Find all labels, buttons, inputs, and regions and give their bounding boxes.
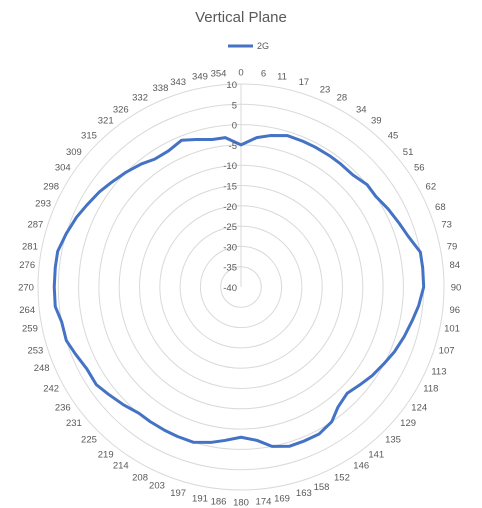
- angle-tick-label: 304: [55, 162, 71, 173]
- angle-tick-label: 326: [113, 104, 129, 115]
- angle-tick-label: 214: [113, 461, 129, 472]
- angle-tick-label: 79: [447, 241, 458, 252]
- angle-tick-label: 349: [192, 71, 208, 82]
- angle-tick-label: 203: [149, 480, 165, 491]
- angle-tick-label: 141: [368, 450, 384, 461]
- chart-title: Vertical Plane: [195, 9, 287, 26]
- angle-tick-label: 293: [35, 198, 51, 209]
- radial-tick-label: -40: [223, 283, 237, 294]
- angle-tick-label: 163: [296, 488, 312, 499]
- angle-tick-label: 17: [299, 77, 310, 88]
- angle-tick-label: 354: [211, 69, 227, 80]
- radial-tick-label: -35: [223, 263, 237, 274]
- angle-tick-label: 287: [27, 220, 43, 231]
- angle-tick-label: 11: [277, 71, 287, 82]
- angle-tick-label: 101: [444, 324, 460, 335]
- angle-tick-label: 180: [233, 498, 249, 508]
- radial-tick-label: 0: [232, 121, 237, 132]
- angle-tick-label: 332: [132, 93, 148, 104]
- series-layer: [52, 134, 426, 448]
- angle-tick-label: 186: [211, 496, 227, 507]
- angle-tick-label: 169: [274, 494, 290, 505]
- radial-tick-label: -5: [229, 141, 237, 152]
- series-line-2g: [52, 134, 426, 448]
- angle-tick-label: 309: [66, 147, 82, 158]
- legend-entry-2g: 2G: [257, 41, 269, 51]
- angle-tick-label: 34: [356, 104, 367, 115]
- angle-tick-label: 146: [353, 461, 369, 472]
- angle-tick-label: 96: [450, 305, 461, 316]
- angle-tick-label: 45: [388, 130, 399, 141]
- angle-tick-label: 152: [334, 472, 350, 483]
- angle-tick-label: 124: [411, 403, 427, 414]
- angle-tick-label: 56: [414, 162, 425, 173]
- angle-tick-label: 28: [337, 93, 348, 104]
- angle-tick-label: 23: [320, 85, 331, 96]
- legend: 2G: [228, 41, 269, 51]
- angle-tick-label: 73: [441, 220, 452, 231]
- angle-tick-label: 338: [153, 83, 169, 94]
- angle-tick-label: 118: [423, 383, 438, 394]
- angle-tick-label: 231: [66, 418, 82, 429]
- radial-tick-label: -20: [223, 202, 237, 213]
- angle-tick-label: 343: [170, 77, 186, 88]
- angle-tick-label: 107: [439, 345, 455, 356]
- angle-tick-label: 129: [400, 418, 416, 429]
- angle-tick-label: 315: [81, 130, 97, 141]
- radial-tick-labels: -40 -35 -30 -25 -20 -15 -10 -5 0 5 10: [223, 80, 237, 294]
- angle-tick-label: 298: [43, 182, 59, 193]
- angle-tick-label: 6: [261, 69, 266, 80]
- angle-tick-label: 208: [132, 472, 148, 483]
- angle-tick-label: 276: [19, 260, 35, 271]
- angle-tick-label: 253: [27, 345, 43, 356]
- angle-tick-label: 135: [385, 435, 401, 446]
- angle-tick-label: 0: [238, 68, 243, 79]
- radial-tick-label: -25: [223, 222, 237, 233]
- angle-tick-label: 62: [426, 182, 437, 193]
- angle-tick-label: 51: [403, 147, 414, 158]
- angle-tick-label: 248: [34, 363, 50, 374]
- angle-tick-label: 197: [170, 488, 186, 499]
- angle-tick-label: 236: [55, 403, 71, 414]
- radial-tick-label: -10: [223, 161, 237, 172]
- angle-tick-label: 191: [192, 494, 208, 505]
- angle-tick-label: 84: [450, 260, 461, 271]
- angle-tick-label: 158: [314, 482, 330, 493]
- angle-tick-label: 321: [98, 115, 114, 126]
- angle-tick-label: 281: [22, 241, 38, 252]
- radial-tick-label: -30: [223, 242, 237, 253]
- angle-tick-label: 264: [19, 305, 35, 316]
- angle-tick-label: 242: [43, 383, 59, 394]
- angle-tick-label: 68: [435, 202, 446, 213]
- radial-tick-label: 10: [226, 80, 237, 91]
- angle-tick-label: 174: [256, 496, 272, 507]
- angle-tick-label: 270: [18, 283, 34, 294]
- angle-tick-label: 259: [22, 324, 38, 335]
- angle-tick-label: 225: [81, 435, 97, 446]
- radial-tick-label: -15: [223, 182, 237, 193]
- angle-tick-label: 113: [431, 367, 446, 378]
- angle-tick-label: 39: [371, 115, 382, 126]
- angle-tick-label: 219: [98, 450, 114, 461]
- radial-tick-label: 5: [232, 100, 237, 111]
- angle-tick-label: 90: [451, 283, 462, 294]
